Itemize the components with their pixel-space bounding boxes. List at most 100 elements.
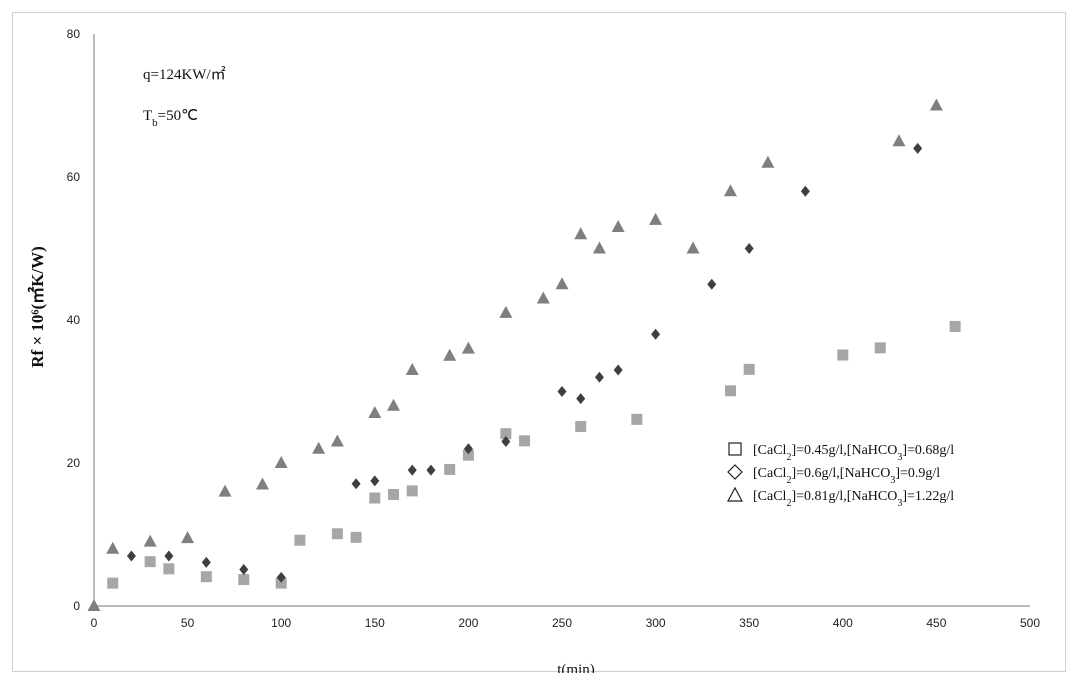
- data-point-square: [724, 385, 736, 397]
- data-point-diamond: [913, 142, 923, 154]
- x-tick-label: 0: [91, 616, 98, 630]
- x-tick-labels: 0 50 100 150 200 250 300 350 400 450 500: [91, 616, 1041, 630]
- data-point-square: [444, 463, 456, 475]
- data-point-square: [631, 413, 643, 425]
- data-point-diamond: [651, 328, 661, 340]
- data-point-square: [350, 531, 362, 543]
- data-point-triangle: [929, 98, 943, 111]
- legend-item-mid: [CaCl2]=0.6g/l,[NaHCO3]=0.9g/l: [727, 464, 940, 486]
- data-point-triangle: [106, 541, 120, 554]
- data-point-triangle: [255, 477, 269, 490]
- data-point-diamond: [707, 278, 717, 290]
- x-tick-label: 300: [646, 616, 666, 630]
- data-point-diamond: [407, 464, 417, 476]
- legend-item-low: [CaCl2]=0.45g/l,[NaHCO3]=0.68g/l: [728, 442, 954, 463]
- data-point-diamond: [463, 443, 473, 455]
- data-point-triangle: [574, 227, 588, 240]
- x-tick-label: 50: [181, 616, 195, 630]
- data-point-diamond: [594, 371, 604, 383]
- data-point-triangle: [143, 534, 157, 547]
- data-point-square: [331, 528, 343, 540]
- scatter-chart: 0 20 40 60 80 0 50 100 150 200 250 300 350 400 450 500…: [27, 27, 1041, 673]
- annotation-bulk-temp: Tb=50℃: [143, 108, 198, 129]
- data-point-square: [500, 428, 512, 440]
- legend-triangle-marker: [726, 486, 744, 502]
- data-point-triangle: [87, 599, 101, 611]
- data-point-square: [275, 577, 287, 589]
- data-point-diamond: [613, 364, 623, 376]
- data-point-diamond: [201, 556, 211, 568]
- data-point-square: [388, 488, 400, 500]
- data-point-triangle: [405, 363, 419, 376]
- data-point-diamond: [426, 464, 436, 476]
- data-point-triangle: [330, 434, 344, 447]
- chart-frame: 0 20 40 60 80 0 50 100 150 200 250 300 350 400 450 500…: [12, 12, 1066, 673]
- data-point-triangle: [368, 405, 382, 418]
- data-point-triangle: [761, 155, 775, 168]
- legend-diamond-marker: [727, 464, 743, 480]
- data-point-triangle: [274, 456, 288, 468]
- x-tick-label: 400: [833, 616, 853, 630]
- data-point-diamond: [557, 386, 567, 397]
- data-point-triangle: [686, 241, 700, 254]
- x-tick-label: 350: [739, 616, 759, 630]
- data-point-square: [743, 363, 755, 375]
- data-point-square: [107, 577, 119, 589]
- data-point-triangle: [387, 398, 401, 411]
- x-tick-label: 150: [365, 616, 385, 630]
- data-point-square: [837, 349, 849, 361]
- data-point-triangle: [499, 305, 513, 318]
- data-point-triangle: [592, 241, 606, 254]
- legend-label: [CaCl2]=0.45g/l,[NaHCO3]=0.68g/l: [753, 443, 954, 463]
- data-point-diamond: [164, 550, 174, 562]
- y-tick-label: 80: [67, 27, 81, 41]
- data-point-triangle: [218, 484, 232, 497]
- legend-item-high: [CaCl2]=0.81g/l,[NaHCO3]=1.22g/l: [726, 486, 954, 509]
- legend-square-marker: [728, 442, 742, 456]
- data-point-square: [575, 421, 587, 433]
- data-point-square: [294, 534, 306, 546]
- legend: [CaCl2]=0.45g/l,[NaHCO3]=0.68g/l [CaCl2]…: [726, 442, 954, 509]
- data-point-diamond: [800, 185, 810, 197]
- y-tick-label: 40: [67, 313, 81, 327]
- data-point-square: [519, 435, 531, 447]
- x-axis-label: t(min): [557, 662, 595, 673]
- y-axis-label: Rf × 10⁶(㎡K/W): [27, 246, 47, 368]
- legend-label: [CaCl2]=0.6g/l,[NaHCO3]=0.9g/l: [753, 466, 940, 486]
- y-tick-label: 60: [67, 170, 81, 184]
- x-tick-label: 100: [271, 616, 291, 630]
- data-point-triangle: [443, 348, 457, 361]
- x-tick-label: 500: [1020, 616, 1040, 630]
- axes: [93, 34, 1030, 607]
- data-point-triangle: [181, 531, 195, 544]
- data-point-diamond: [370, 475, 380, 487]
- data-point-triangle: [723, 184, 737, 197]
- data-point-diamond: [744, 243, 754, 254]
- x-tick-label: 250: [552, 616, 572, 630]
- data-point-triangle: [892, 134, 906, 147]
- data-point-triangle: [461, 341, 475, 354]
- data-point-triangle: [536, 291, 550, 304]
- x-tick-label: 200: [458, 616, 478, 630]
- data-point-square: [238, 574, 250, 586]
- data-point-triangle: [312, 441, 326, 454]
- y-tick-label: 20: [67, 456, 81, 470]
- data-point-triangle: [555, 277, 569, 290]
- data-point-diamond: [239, 564, 249, 576]
- data-point-diamond: [501, 436, 511, 448]
- data-point-square: [163, 563, 175, 575]
- data-point-diamond: [351, 478, 361, 490]
- annotation-heat-flux: q=124KW/㎡: [143, 66, 226, 83]
- y-tick-label: 0: [73, 599, 80, 613]
- legend-label: [CaCl2]=0.81g/l,[NaHCO3]=1.22g/l: [753, 489, 954, 509]
- data-point-diamond: [126, 550, 136, 562]
- data-point-square: [406, 485, 418, 497]
- data-point-triangle: [611, 220, 625, 233]
- data-point-square: [874, 342, 886, 354]
- data-point-diamond: [576, 393, 586, 405]
- x-tick-label: 450: [926, 616, 946, 630]
- data-point-square: [949, 320, 961, 332]
- data-point-triangle: [649, 212, 663, 225]
- data-point-square: [200, 571, 212, 583]
- data-point-square: [462, 449, 474, 461]
